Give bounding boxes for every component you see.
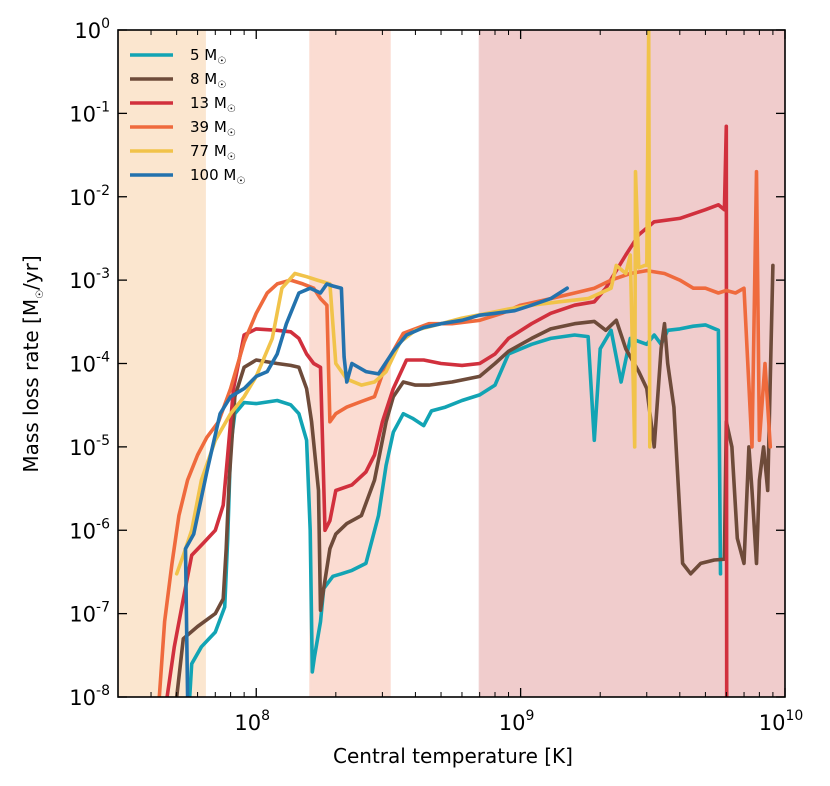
tick-base: 10 [499,711,526,735]
tick-exponent: -4 [96,350,110,366]
series-line-100-msun [183,282,569,697]
legend-label-77-msun: 77 M☉ [190,142,236,163]
legend: 5 M☉8 M☉13 M☉39 M☉77 M☉100 M☉ [130,46,245,187]
tick-base: 10 [234,711,261,735]
x-axis-label: Central temperature [K] [333,744,573,768]
tick-base: 10 [69,436,96,460]
legend-unit-subscript: ☉ [227,152,236,163]
y-tick-label: 10-5 [69,433,110,460]
tick-exponent: -5 [96,433,110,449]
y-axis-label-suffix: /yr] [19,255,43,290]
series-lines [157,30,775,697]
y-axis-label: Mass loss rate [M☉/yr] [19,255,46,472]
legend-label-8-msun: 8 M☉ [190,70,226,91]
y-tick-label: 10-3 [69,266,110,293]
tick-base: 10 [759,711,786,735]
axis-ticks [117,29,786,698]
tick-exponent: 10 [785,708,803,724]
series-line-39-msun [157,169,773,697]
y-tick-label: 10-2 [69,183,110,210]
tick-base: 10 [69,353,96,377]
legend-label-39-msun: 39 M☉ [190,118,236,139]
x-tick-labels: 108 109 1010 [234,708,803,735]
tick-exponent: -1 [96,99,110,115]
tick-base: 10 [69,186,96,210]
y-tick-label: 10-4 [69,350,110,377]
tick-base: 10 [69,519,96,543]
y-tick-label: 10-7 [69,600,110,627]
legend-mass: 100 M [190,166,236,184]
tick-exponent: 8 [261,708,270,724]
legend-unit-subscript: ☉ [236,176,245,187]
x-tick-label: 1010 [759,708,804,735]
shaded-band-1 [118,30,205,697]
legend-unit-subscript: ☉ [217,80,226,91]
legend-mass: 5 M [190,46,217,64]
y-axis-label-group: Mass loss rate [M☉/yr] [19,255,46,472]
y-tick-label: 100 [74,16,110,43]
y-axis-label-main: Mass loss rate [M [19,299,43,473]
legend-mass: 39 M [190,118,227,136]
tick-exponent: -6 [96,516,110,532]
y-tick-label: 10-8 [69,683,110,710]
tick-base: 10 [69,603,96,627]
legend-unit-subscript: ☉ [217,56,226,67]
x-tick-label: 109 [499,708,535,735]
tick-base: 10 [69,269,96,293]
tick-base: 10 [69,102,96,126]
legend-mass: 8 M [190,70,217,88]
legend-unit-subscript: ☉ [227,128,236,139]
legend-unit-subscript: ☉ [227,104,236,115]
y-tick-label: 10-6 [69,516,110,543]
tick-exponent: -3 [96,266,110,282]
y-axis-label-subscript: ☉ [35,290,46,299]
tick-exponent: 0 [101,16,110,32]
x-tick-label: 108 [234,708,270,735]
tick-exponent: 9 [526,708,535,724]
legend-label-100-msun: 100 M☉ [190,166,245,187]
tick-exponent: -7 [96,600,110,616]
legend-mass: 13 M [190,94,227,112]
tick-exponent: -2 [96,183,110,199]
tick-base: 10 [74,19,101,43]
y-tick-label: 10-1 [69,99,110,126]
tick-exponent: -8 [96,683,110,699]
legend-mass: 77 M [190,142,227,160]
legend-label-13-msun: 13 M☉ [190,94,236,115]
legend-label-5-msun: 5 M☉ [190,46,226,67]
tick-base: 10 [69,686,96,710]
